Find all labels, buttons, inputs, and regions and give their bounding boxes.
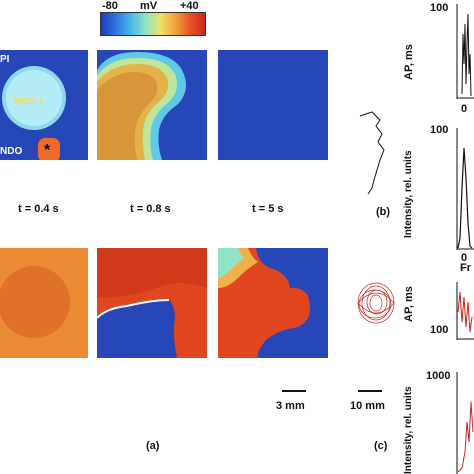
map-bottom-2 xyxy=(97,248,207,358)
intensity-ylabel-top: Intensity, rel. units xyxy=(403,150,414,238)
stimulus-marker: * xyxy=(44,142,51,159)
trajectory-b-path xyxy=(359,111,385,195)
colorbar-unit-label: mV xyxy=(140,0,158,12)
map-top-3 xyxy=(218,50,328,160)
mcell-label: MCELL xyxy=(14,96,45,106)
tick-top-ap: 100 xyxy=(430,2,449,14)
mcell-region xyxy=(0,266,70,338)
wave-red xyxy=(218,248,310,358)
tick-bottom-ap: 100 xyxy=(430,324,449,336)
wavefront-edge xyxy=(97,299,170,319)
scale-bar-trajectory xyxy=(358,390,382,392)
ap-plot-top xyxy=(456,4,474,99)
colorbar-min-label: -80 xyxy=(102,0,118,12)
trajectory-c-loops xyxy=(357,282,395,324)
map-bottom-3 xyxy=(218,248,328,358)
mcell-region-inner xyxy=(6,70,62,126)
ap-plot-bottom xyxy=(456,282,474,340)
intensity-ylabel-bottom: Intensity, rel. units xyxy=(403,386,414,474)
ap-trace-bottom xyxy=(457,291,473,333)
map-top-1-svg xyxy=(0,50,88,160)
map-top-1 xyxy=(0,50,88,160)
endo-stimulus-region xyxy=(38,138,60,160)
tick-top-int: 100 xyxy=(430,124,449,136)
panel-label-a: (a) xyxy=(146,440,160,452)
wave-dark xyxy=(97,248,207,298)
colorbar xyxy=(100,12,206,36)
epi-label: PI xyxy=(0,54,10,65)
map-top-3-svg xyxy=(218,50,328,160)
time-label-2: t = 0.8 s xyxy=(130,203,171,215)
ap-ylabel-bottom: AP, ms xyxy=(403,286,415,322)
trajectory-c xyxy=(357,282,395,324)
time-label-1: t = 0.4 s xyxy=(18,203,59,215)
intensity-plot-bottom xyxy=(456,372,474,474)
panel-label-c: (c) xyxy=(374,440,388,452)
map-bottom-3-svg xyxy=(218,248,328,358)
tick-top-int-zero: 0 xyxy=(461,252,468,264)
map-top-2 xyxy=(97,50,207,160)
wave-cyan xyxy=(218,248,244,278)
trajectory-b xyxy=(359,111,385,195)
scale-bar-maps xyxy=(282,390,306,392)
ap-trace-top xyxy=(461,13,472,97)
colorbar-gradient xyxy=(101,13,205,35)
wave-blue xyxy=(97,300,177,358)
intensity-plot-top xyxy=(456,128,474,250)
tick-top-int-fr: Fr xyxy=(460,262,471,274)
map-bottom-1 xyxy=(0,248,88,358)
ap-ylabel-top: AP, ms xyxy=(403,44,415,80)
tick-top-ap-zero: 0 xyxy=(461,103,468,115)
scale-bar-trajectory-label: 10 mm xyxy=(350,400,385,412)
wave-core xyxy=(97,72,158,160)
panel-label-b: (b) xyxy=(376,206,391,218)
map-bg xyxy=(218,50,328,160)
time-label-3: t = 5 s xyxy=(252,203,284,215)
tick-bottom-int: 1000 xyxy=(426,370,451,382)
colorbar-max-label: +40 xyxy=(180,0,199,12)
scale-bar-maps-label: 3 mm xyxy=(276,400,305,412)
map-bottom-1-svg xyxy=(0,248,88,358)
intensity-trace-bottom xyxy=(457,401,474,473)
map-bottom-2-svg xyxy=(97,248,207,358)
intensity-trace-top xyxy=(457,147,473,249)
map-top-2-svg xyxy=(97,50,207,160)
endo-label: NDO xyxy=(0,146,23,157)
